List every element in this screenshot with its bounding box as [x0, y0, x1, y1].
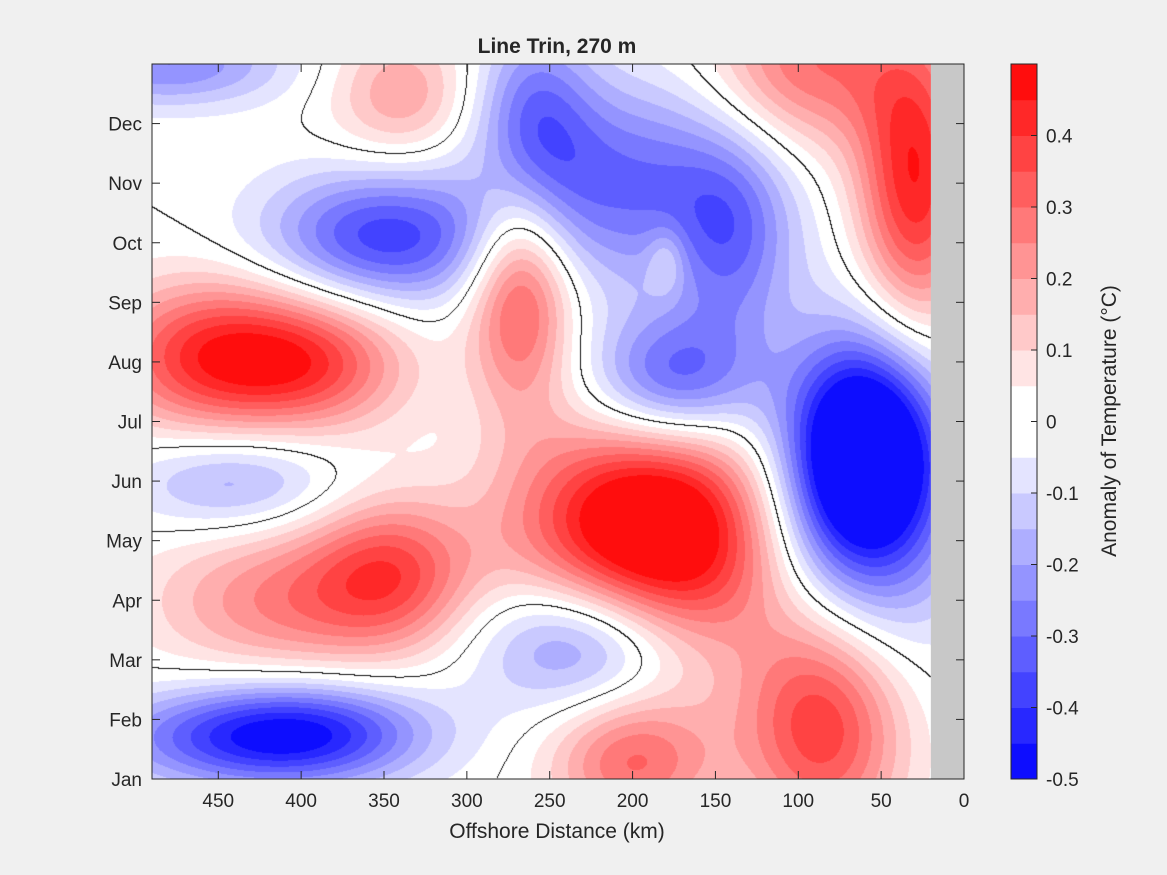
contour-field	[152, 64, 964, 779]
x-tick-label: 250	[534, 791, 566, 812]
colorbar-segments	[1011, 64, 1037, 780]
colorbar-segment	[1011, 350, 1037, 387]
colorbar: 0.4 0.3 0.2 0.1 0 -0.1 -0.2 -0.3 -0.4 -0.5 Anomal…	[1010, 63, 1121, 791]
y-tick-label: Apr	[112, 591, 142, 612]
x-tick-label: 450	[202, 791, 234, 812]
colorbar-segment	[1011, 421, 1037, 458]
colorbar-tick-label: -0.5	[1046, 770, 1079, 791]
colorbar-segment	[1011, 135, 1037, 172]
colorbar-segment	[1011, 707, 1037, 744]
x-tick-label: 200	[617, 791, 649, 812]
colorbar-ticks: 0.4 0.3 0.2 0.1 0 -0.1 -0.2 -0.3 -0.4 -0.5	[1031, 127, 1079, 791]
colorbar-tick-label: -0.1	[1046, 484, 1079, 505]
colorbar-segment	[1011, 671, 1037, 708]
colorbar-tick-label: -0.3	[1046, 627, 1079, 648]
colorbar-segment	[1011, 743, 1037, 780]
colorbar-segment	[1011, 385, 1037, 422]
colorbar-tick-label: 0.1	[1046, 341, 1072, 362]
y-tick-label: Jun	[111, 472, 142, 493]
colorbar-segment	[1011, 278, 1037, 315]
colorbar-segment	[1011, 600, 1037, 637]
y-axis-ticks: Jan Feb Mar Apr May Jun Jul Aug Sep Oct Nov Dec	[106, 115, 964, 791]
colorbar-tick-label: -0.2	[1046, 556, 1079, 577]
y-tick-label: May	[106, 532, 142, 553]
colorbar-segment	[1011, 493, 1037, 530]
colorbar-tick-label: 0.4	[1046, 127, 1073, 148]
colorbar-segment	[1011, 314, 1037, 351]
x-tick-label: 50	[871, 791, 892, 812]
x-tick-label: 300	[451, 791, 483, 812]
x-tick-label: 0	[959, 791, 970, 812]
plot-area: 450 400 350 300 250 200 150 100 50 0 Jan Feb Mar Apr…	[106, 63, 969, 812]
colorbar-tick-label: 0.3	[1046, 198, 1072, 219]
x-tick-label: 350	[368, 791, 400, 812]
colorbar-segment	[1011, 99, 1037, 136]
colorbar-tick-label: 0.2	[1046, 270, 1072, 291]
x-tick-label: 400	[285, 791, 317, 812]
colorbar-tick-label: 0	[1046, 413, 1057, 434]
y-tick-label: Sep	[108, 293, 142, 314]
y-tick-label: Feb	[109, 710, 142, 731]
colorbar-segment	[1011, 528, 1037, 565]
x-tick-label: 100	[782, 791, 814, 812]
colorbar-segment	[1011, 564, 1037, 601]
y-tick-label: Jan	[111, 770, 142, 791]
colorbar-label: Anomaly of Temperature (°C)	[1098, 285, 1121, 557]
y-tick-label: Oct	[112, 234, 142, 255]
x-tick-label: 150	[700, 791, 732, 812]
y-tick-label: Aug	[108, 353, 142, 374]
colorbar-tick-label: -0.4	[1046, 699, 1079, 720]
y-tick-label: Nov	[108, 174, 142, 195]
x-axis-label: Offshore Distance (km)	[449, 820, 665, 843]
x-axis-ticks: 450 400 350 300 250 200 150 100 50 0	[202, 64, 969, 812]
colorbar-segment	[1011, 64, 1037, 101]
y-tick-label: Jul	[118, 413, 142, 434]
colorbar-segment	[1011, 207, 1037, 244]
colorbar-segment	[1011, 636, 1037, 673]
colorbar-segment	[1011, 242, 1037, 279]
y-tick-label: Dec	[108, 115, 142, 136]
chart-title: Line Trin, 270 m	[478, 35, 637, 58]
colorbar-segment	[1011, 457, 1037, 494]
y-tick-label: Mar	[109, 651, 142, 672]
colorbar-segment	[1011, 171, 1037, 208]
